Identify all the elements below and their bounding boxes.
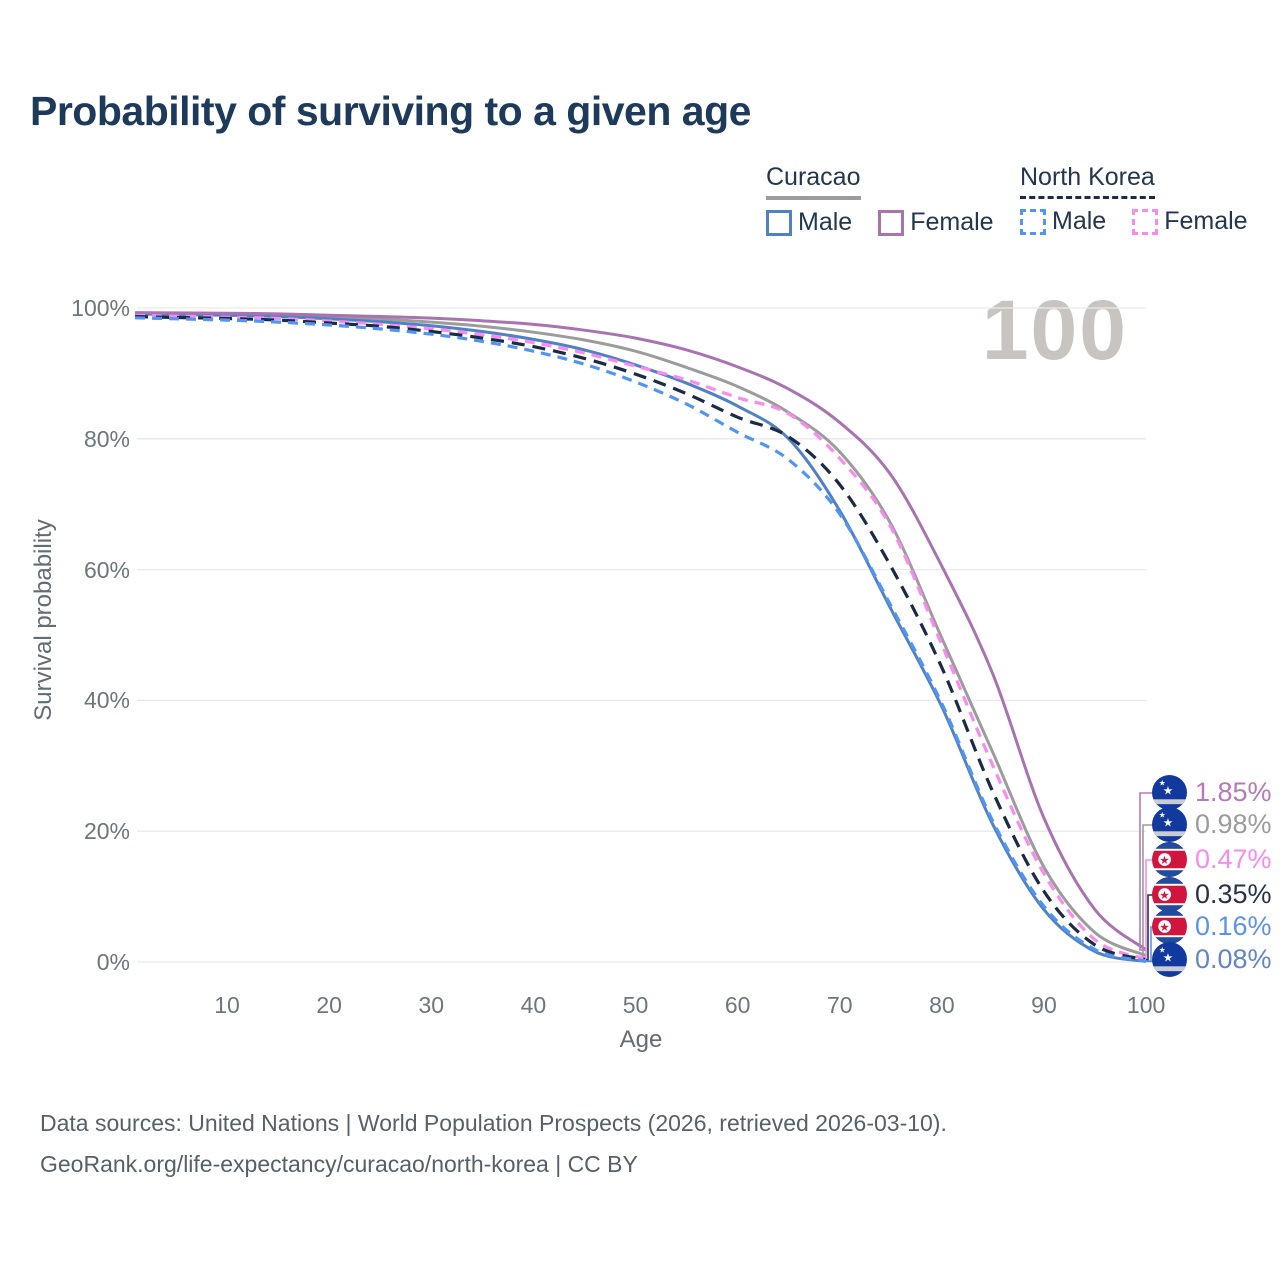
y-tick-60%: 60% [83, 556, 130, 583]
north-korea-flag-icon: ★ [1152, 877, 1187, 912]
y-tick-80%: 80% [83, 425, 130, 452]
end-label-nk-both: ★ 0.35% [1152, 877, 1272, 912]
end-label-value: 1.85% [1195, 777, 1272, 807]
legend-item-north-korea-male[interactable]: Male [1020, 207, 1106, 236]
legend-country-label: North Korea [1020, 163, 1155, 199]
leader-line-nk-female [1145, 859, 1153, 960]
legend-swatch-icon [1020, 208, 1046, 235]
curve-curacao-female [135, 311, 1148, 952]
y-tick-0%: 0% [96, 949, 130, 975]
end-label-value: 0.16% [1195, 911, 1272, 941]
legend-country-label: Curacao [766, 163, 861, 200]
svg-text:★: ★ [1159, 946, 1166, 955]
end-label-nk-female: ★ 0.47% [1152, 842, 1272, 877]
legend-item-label: Male [1052, 207, 1107, 235]
legend-item-curacao-female[interactable]: Female [878, 208, 994, 237]
curacao-flag-icon: ★ ★ [1152, 942, 1187, 977]
watermark-age-100: 100 [981, 283, 1128, 377]
end-label-curacao-both: ★ ★ 0.98% [1152, 807, 1272, 842]
svg-text:★: ★ [1159, 811, 1166, 820]
legend-swatch-icon [766, 209, 792, 236]
x-axis-title: Age [619, 1026, 663, 1053]
x-tick-70: 70 [826, 992, 853, 1018]
x-tick-20: 20 [316, 992, 342, 1018]
svg-text:★: ★ [1159, 888, 1169, 902]
end-label-curacao-female: ★ ★ 1.85% [1152, 775, 1272, 810]
x-tick-40: 40 [520, 992, 547, 1018]
legend-group-curacao: Curacao Male Female [766, 163, 994, 237]
svg-text:★: ★ [1159, 853, 1169, 867]
curve-curacao-both [135, 311, 1147, 957]
x-tick-60: 60 [724, 992, 751, 1018]
leader-line-curacao-both [1142, 824, 1153, 957]
end-label-value: 0.98% [1195, 809, 1272, 839]
curve-nk-both [135, 314, 1147, 962]
legend-group-north-korea: North Korea Male Female [1020, 163, 1248, 236]
x-tick-30: 30 [418, 992, 445, 1018]
footer-data-sources: Data sources: United Nations | World Pop… [40, 1110, 947, 1136]
legend-swatch-icon [1132, 208, 1159, 235]
y-tick-100%: 100% [71, 295, 130, 321]
svg-text:★: ★ [1159, 920, 1169, 934]
end-label-value: 0.35% [1195, 879, 1272, 909]
x-tick-100: 100 [1126, 992, 1166, 1018]
legend-item-north-korea-female[interactable]: Female [1132, 207, 1248, 236]
curve-curacao-male [135, 312, 1147, 963]
end-label-curacao-male: ★ ★ 0.08% [1152, 942, 1272, 977]
curacao-flag-icon: ★ ★ [1152, 807, 1187, 842]
legend-swatch-icon [878, 209, 905, 236]
y-tick-20%: 20% [83, 818, 130, 845]
x-tick-80: 80 [929, 992, 955, 1018]
north-korea-flag-icon: ★ [1152, 909, 1187, 944]
y-axis-title: Survival probability [30, 519, 57, 721]
north-korea-flag-icon: ★ [1152, 842, 1187, 877]
svg-text:★: ★ [1163, 950, 1173, 964]
x-tick-50: 50 [622, 992, 649, 1018]
curacao-flag-icon: ★ ★ [1152, 775, 1187, 810]
end-label-value: 0.47% [1195, 844, 1272, 874]
svg-text:★: ★ [1163, 815, 1173, 829]
page-title: Probability of surviving to a given age [30, 88, 751, 134]
x-tick-90: 90 [1031, 992, 1057, 1018]
footer: Data sources: United Nations | World Pop… [40, 1103, 947, 1185]
svg-text:★: ★ [1163, 783, 1173, 797]
leader-line-nk-both [1146, 894, 1153, 961]
footer-attribution: GeoRank.org/life-expectancy/curacao/nort… [40, 1151, 638, 1177]
svg-text:★: ★ [1159, 779, 1166, 788]
y-tick-40%: 40% [83, 687, 130, 714]
x-tick-10: 10 [214, 992, 240, 1018]
legend-item-curacao-male[interactable]: Male [766, 208, 852, 237]
curve-nk-male [135, 316, 1147, 963]
end-label-value: 0.08% [1195, 944, 1272, 974]
curve-nk-female [135, 313, 1147, 961]
end-label-nk-male: ★ 0.16% [1152, 909, 1272, 944]
legend-item-label: Female [1164, 207, 1248, 235]
legend-item-label: Male [798, 208, 853, 236]
legend-item-label: Female [910, 208, 994, 236]
